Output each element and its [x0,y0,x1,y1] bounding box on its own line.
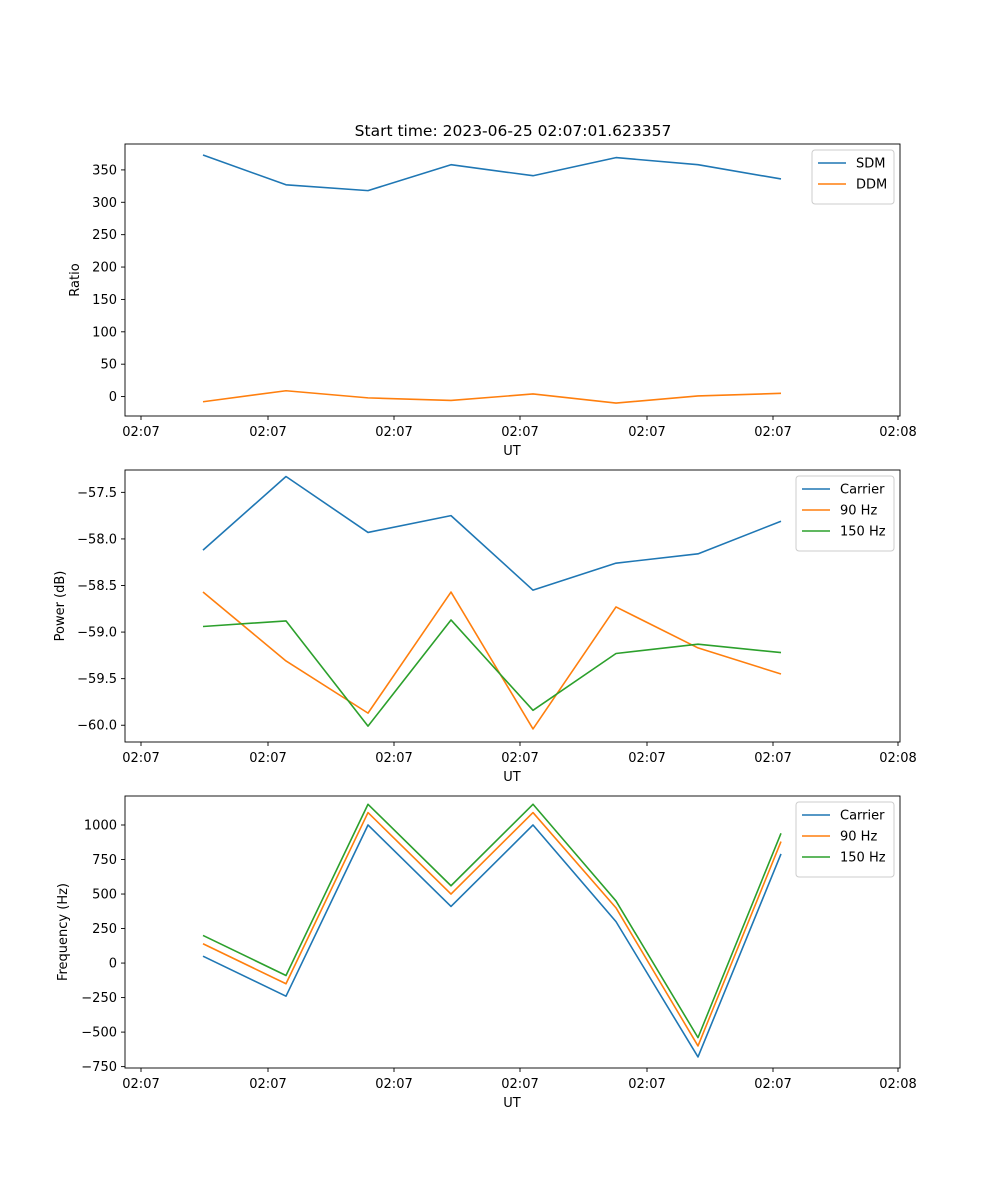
y-tick-label: 750 [92,853,117,868]
y-tick-label: 250 [92,922,117,937]
x-axis-label: UT [503,1096,521,1111]
x-tick-label: 02:07 [754,425,791,440]
x-tick-label: 02:08 [879,751,916,766]
x-tick-label: 02:07 [375,425,412,440]
legend-box [795,475,895,552]
y-axis-label: Frequency (Hz) [56,883,71,981]
series-line-150-hz [202,803,782,1039]
y-tick-label: −59.0 [77,626,117,641]
series-line-90-hz [202,591,782,730]
y-tick-label: 250 [92,228,117,243]
x-tick-label: 02:07 [501,425,538,440]
y-tick-label: 100 [92,325,117,340]
y-tick-label: 50 [100,358,117,373]
series-line-150-hz [202,619,782,727]
x-tick-label: 02:07 [501,1077,538,1092]
axes-frame [124,795,901,1069]
x-tick-label: 02:07 [375,751,412,766]
y-tick-label: −59.5 [77,672,117,687]
x-axis-label: UT [503,770,521,785]
x-tick-label: 02:07 [122,751,159,766]
y-tick-label: −500 [81,1026,117,1041]
legend-label: 90 Hz [840,830,877,845]
y-tick-label: 300 [92,196,117,211]
series-line-carrier [202,824,782,1058]
legend-label: SDM [856,157,885,172]
series-line-sdm [202,154,782,192]
legend-label: 150 Hz [840,525,886,540]
x-tick-label: 02:07 [375,1077,412,1092]
y-tick-label: −250 [81,991,117,1006]
subplot-2: 02:07 02:07 02:07 02:07 02:07 02:07 02:08 −60.0… [53,469,917,785]
legend-box [795,801,895,878]
y-tick-label: 0 [109,390,117,405]
y-tick-label: 200 [92,261,117,276]
subplot-1: 02:07 02:07 02:07 02:07 02:07 02:07 02:08 0 50 10… [68,143,917,459]
y-tick-label: 1000 [84,818,117,833]
legend-label: DDM [856,178,887,193]
y-axis-label: Ratio [68,263,83,296]
series-line-ddm [202,389,782,404]
x-tick-label: 02:07 [628,425,665,440]
y-tick-label: −57.5 [77,486,117,501]
axes-frame [124,469,901,743]
figure-title: Start time: 2023-06-25 02:07:01.623357 [355,122,672,140]
series-line-carrier [202,475,782,591]
x-tick-label: 02:07 [249,425,286,440]
y-tick-label: 500 [92,888,117,903]
y-axis-label: Power (dB) [53,571,68,642]
legend-label: Carrier [840,809,885,824]
legend-label: 90 Hz [840,504,877,519]
x-tick-label: 02:07 [249,1077,286,1092]
y-tick-label: 350 [92,163,117,178]
x-tick-label: 02:07 [628,1077,665,1092]
x-axis-label: UT [503,444,521,459]
x-tick-label: 02:08 [879,1077,916,1092]
series-line-90-hz [202,811,782,1047]
x-tick-label: 02:07 [122,425,159,440]
y-tick-label: 0 [109,957,117,972]
legend-label: Carrier [840,483,885,498]
x-tick-label: 02:08 [879,425,916,440]
x-tick-label: 02:07 [249,751,286,766]
x-tick-label: 02:07 [501,751,538,766]
axes-frame [124,143,901,417]
x-tick-label: 02:07 [754,751,791,766]
x-tick-label: 02:07 [628,751,665,766]
y-tick-label: −58.5 [77,579,117,594]
legend-label: 150 Hz [840,851,886,866]
x-tick-label: 02:07 [122,1077,159,1092]
y-tick-label: −58.0 [77,532,117,547]
x-tick-label: 02:07 [754,1077,791,1092]
y-tick-label: 150 [92,293,117,308]
y-tick-label: −750 [81,1060,117,1075]
y-tick-label: −60.0 [77,719,117,734]
subplot-3: 02:07 02:07 02:07 02:07 02:07 02:07 02:08 −750 −… [56,795,917,1111]
